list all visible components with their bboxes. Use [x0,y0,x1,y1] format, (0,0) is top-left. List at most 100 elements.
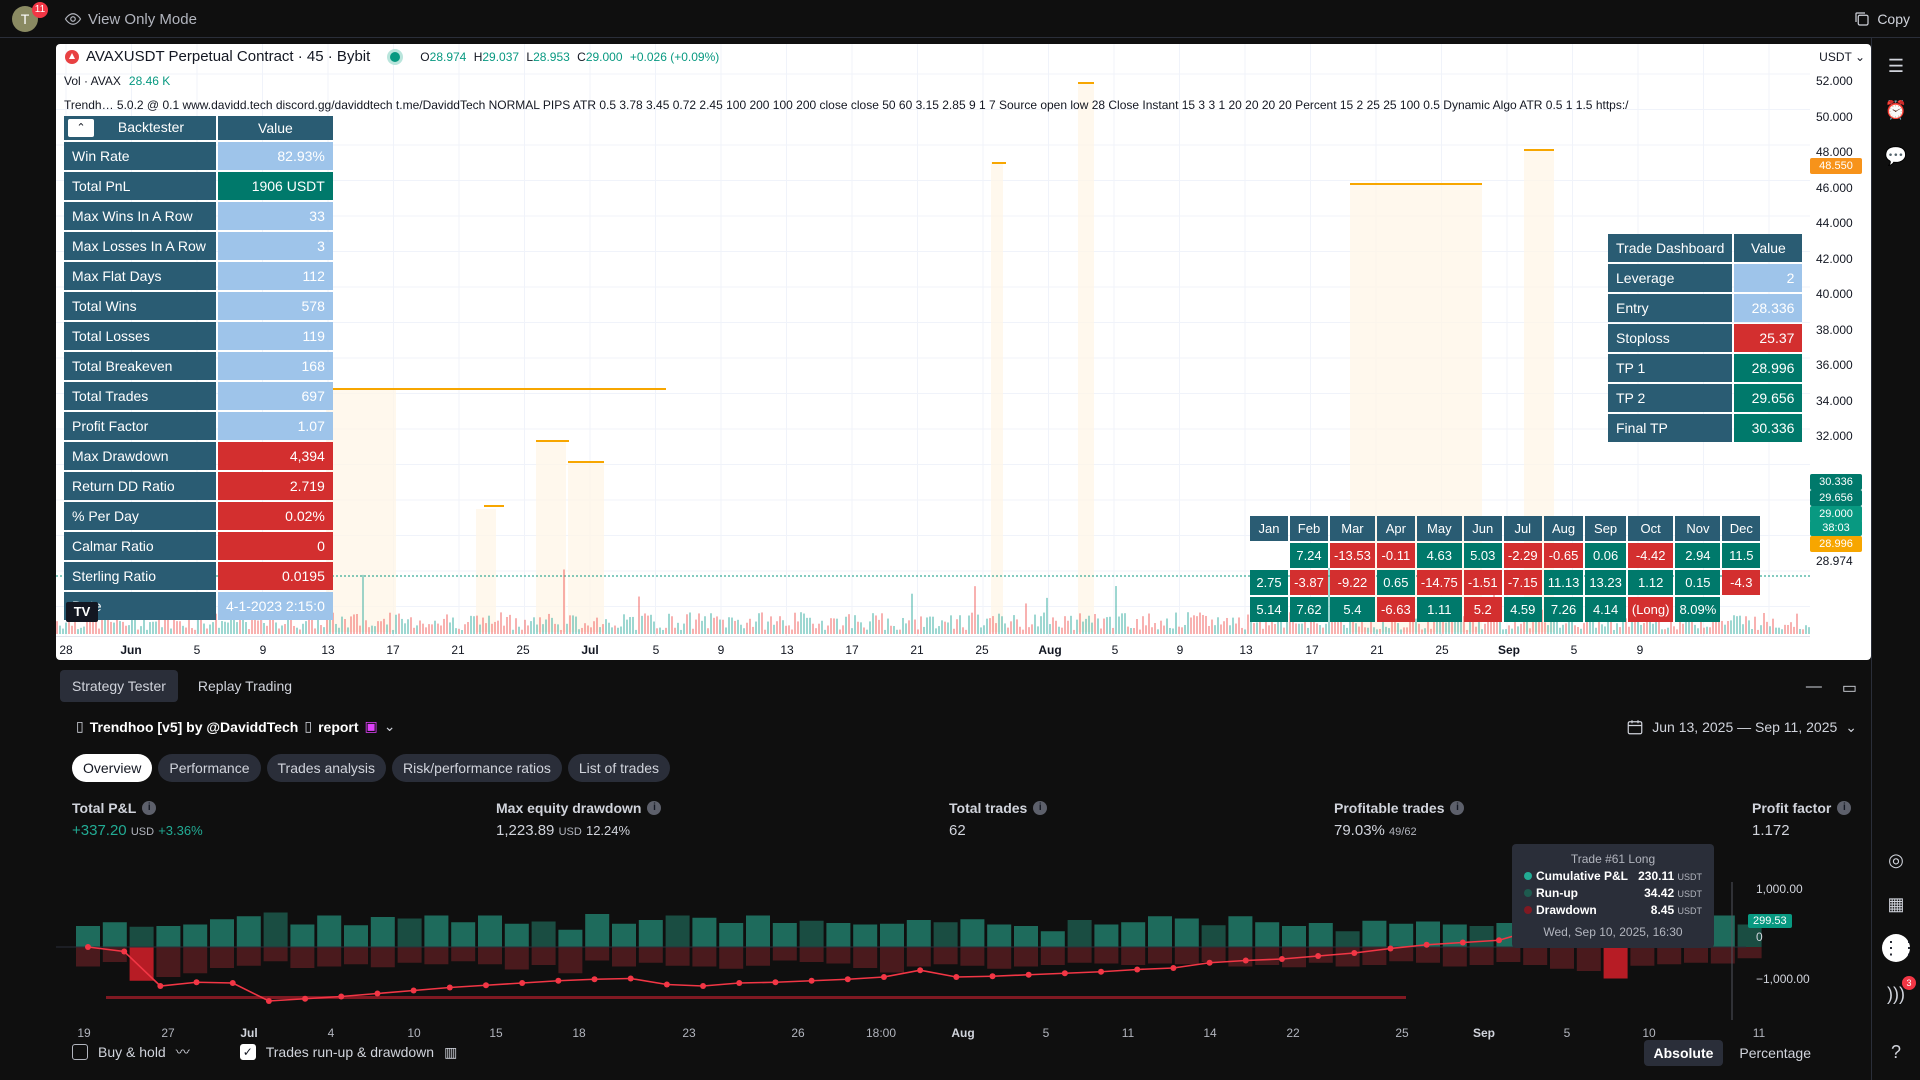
subtab-list-of-trades[interactable]: List of trades [567,754,671,782]
volume-bar [569,615,571,634]
volume-bar [1769,626,1771,634]
compass-icon[interactable]: ◎ [1888,850,1904,870]
volume-bar [752,626,754,634]
symbol-title[interactable]: AVAXUSDT Perpetual Contract · 45 · Bybit [86,48,371,65]
volume-bar [788,625,790,634]
volume-bar [1685,617,1687,634]
chat-icon[interactable]: 💬 [1884,146,1908,166]
month-cell: 11.5 [1722,543,1761,568]
metric-extra: 12.24% [585,823,631,838]
strategy-tester-panel: Strategy Tester Replay Trading — ▭ ▯ Tre… [56,660,1871,1080]
volume-bar [785,625,787,634]
copy-button[interactable]: Copy [1853,10,1910,28]
date-range-selector[interactable]: Jun 13, 2025 — Sep 11, 2025 ⌄ [1626,718,1857,736]
month-cell: -1.51 [1463,570,1502,595]
help-icon[interactable]: ? [1890,1042,1901,1062]
strategy-name-row[interactable]: ▯ Trendhoo [v5] by @DaviddTech ▯ report … [76,718,396,735]
volume-legend[interactable]: Vol · AVAX 28.46 K [64,74,170,88]
tab-strategy-tester[interactable]: Strategy Tester [60,670,178,702]
volume-bar [980,627,982,634]
volume-bar [407,619,409,634]
metric-unit: USD [130,826,155,838]
equity-chart[interactable] [56,872,1871,1022]
drawdown-bar [1469,947,1494,965]
signal-icon[interactable]: ))) [1887,984,1905,1004]
volume-bar [485,623,487,634]
chart-pane[interactable]: AVAXUSDT Perpetual Contract · 45 · Bybit… [56,44,1871,660]
backtester-value: 3 [218,232,333,260]
volume-bar [1283,627,1285,634]
volume-bar [428,624,430,634]
month-cell: 7.24 [1290,543,1328,568]
volume-bar [1613,629,1615,634]
volume-bar [701,620,703,634]
pnl-point [917,967,924,974]
collapse-icon[interactable]: ⌃ [68,119,94,137]
subtab-performance[interactable]: Performance [158,754,261,782]
runup-bar [1040,931,1065,947]
watchlist-icon[interactable]: ☰ [1887,56,1905,76]
backtester-value: 0.02% [218,502,333,530]
alarm-clock-icon[interactable]: ⏰ [1884,100,1908,120]
month-cell: 5.4 [1330,597,1375,622]
runup-bar [451,922,476,947]
volume-bar [476,615,478,634]
volume-bar [578,629,580,634]
runup-drawdown-checkbox[interactable]: ✓ [239,1044,256,1060]
indicator-legend[interactable]: Trendh… 5.0.2 @ 0.1 www.davidd.tech disc… [64,98,1809,112]
volume-bar [749,618,751,634]
percentage-button[interactable]: Percentage [1739,1045,1811,1061]
volume-bar [230,615,232,634]
volume-bar [278,628,280,634]
volume-bar [791,629,793,634]
info-icon[interactable]: i [647,801,662,815]
info-icon[interactable]: i [1033,801,1048,815]
info-icon[interactable]: i [142,801,157,815]
volume-bar [1505,629,1507,634]
price-axis[interactable]: 52.000 50.000 48.000 46.000 44.000 42.000 40.0… [1810,74,1871,634]
currency-dropdown[interactable]: USDT ⌄ [1819,50,1865,64]
info-icon[interactable]: i [1450,801,1465,815]
time-label: 5 [1570,643,1578,657]
price-tag: 29.000 [1810,506,1862,522]
minimize-icon[interactable]: — [1805,678,1822,695]
volume-bar [1682,623,1684,634]
tab-replay-trading[interactable]: Replay Trading [197,678,293,694]
volume-bar [1415,618,1417,634]
drawdown-bar [585,947,610,961]
volume-bar [1139,629,1141,634]
volume-bar [467,622,469,634]
buy-hold-checkbox[interactable] [72,1044,88,1060]
volume-bar [359,625,361,634]
volume-bar [1190,617,1192,634]
price-tag: 30.336 [1810,474,1862,490]
month-cell: 0.15 [1675,570,1721,595]
info-icon[interactable]: i [1837,801,1852,815]
calendar-icon[interactable]: ▦ [1887,894,1905,914]
volume-bar [902,617,904,634]
subtab-trades-analysis[interactable]: Trades analysis [266,754,387,782]
volume-bar [938,626,940,634]
runup-bar [531,921,556,947]
apps-grid-icon[interactable]: ⋮⋮ [1882,934,1918,962]
volume-bar [581,627,583,634]
volume-bar [425,627,427,634]
drawdown-bar [1228,947,1253,967]
absolute-button[interactable]: Absolute [1643,1040,1724,1066]
volume-bar [893,626,895,634]
view-only-mode[interactable]: View Only Mode [64,10,197,28]
volume-bar [1043,612,1045,634]
backtester-key: Total Losses [64,322,216,350]
volume-bar [68,618,70,634]
trade-tooltip: Trade #61 Long Cumulative P&L 230.11 USDT… [1512,844,1714,948]
maximize-icon[interactable]: ▭ [1841,680,1857,697]
subtab-risk-ratios[interactable]: Risk/performance ratios [392,754,562,782]
subtab-overview[interactable]: Overview [72,754,153,782]
volume-bar [1421,629,1423,634]
volume-bar [662,629,664,634]
volume-bar [1532,614,1534,634]
volume-bar [200,617,202,634]
time-axis[interactable]: 28 Jun 5 9 13 17 21 25 Jul 5 9 13 17 21 25 Aug 5 9 13 17 21 2… [56,636,1810,660]
volume-bar [1376,629,1378,634]
tradingview-logo[interactable]: TV [66,602,98,622]
